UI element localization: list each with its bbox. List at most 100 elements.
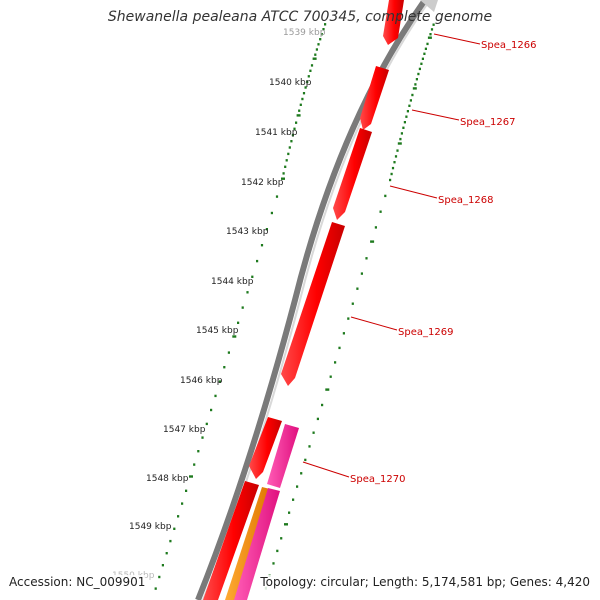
gene-feature-spea-1267 <box>360 66 389 130</box>
ruler-minor-tick <box>417 72 420 76</box>
ruler-minor-tick <box>227 351 230 354</box>
ruler-major-tick <box>284 523 288 526</box>
ruler-major-tick <box>325 388 330 391</box>
ruler-minor-tick <box>415 78 418 81</box>
ruler-minor-tick <box>316 417 319 421</box>
ruler-minor-tick <box>260 244 264 247</box>
ruler-minor-tick <box>324 23 327 26</box>
ruler-label-1540: 1540 kbp <box>269 78 312 88</box>
ruler-minor-tick <box>285 159 288 162</box>
ruler-minor-tick <box>290 140 293 143</box>
ruler-minor-tick <box>306 80 309 84</box>
ruler-major-tick <box>189 475 193 478</box>
gene-feature-red-inner-1 <box>249 417 282 479</box>
gene-labels: Spea_1266 Spea_1267 Spea_1268 Spea_1269 … <box>302 33 536 485</box>
ruler-minor-tick <box>304 458 307 462</box>
ruler-minor-tick <box>185 489 188 492</box>
ruler-minor-tick <box>426 42 429 46</box>
backbone-cap <box>420 0 438 12</box>
ruler-label-1544: 1544 kbp <box>211 277 254 287</box>
ruler-minor-tick <box>300 472 303 475</box>
ruler-major-tick <box>232 335 237 338</box>
leader-line-spea-1270 <box>302 461 350 478</box>
ruler-minor-tick <box>307 75 310 78</box>
ruler-minor-tick <box>321 403 324 407</box>
ruler-label-1548: 1548 kbp <box>146 474 189 484</box>
gene-label-spea-1269[interactable]: Spea_1269 <box>398 327 453 338</box>
outer-ruler <box>264 23 435 590</box>
ruler-minor-tick <box>374 226 377 229</box>
gene-feature-spea-1270 <box>267 424 299 488</box>
ruler-minor-tick <box>418 67 421 71</box>
ruler-minor-tick <box>165 552 168 555</box>
ruler-minor-tick <box>379 210 382 213</box>
ruler-minor-tick <box>309 69 312 72</box>
ruler-minor-tick <box>414 83 417 86</box>
leader-line-spea-1267 <box>411 109 460 121</box>
ruler-minor-tick <box>402 126 405 129</box>
ruler-minor-tick <box>319 38 322 41</box>
ruler-major-tick <box>281 177 285 180</box>
ruler-label-1542: 1542 kbp <box>241 178 284 188</box>
ruler-minor-tick <box>301 97 304 101</box>
gene-feature-red-inner-2 <box>203 481 259 600</box>
ruler-major-tick <box>397 142 402 145</box>
ruler-minor-tick <box>312 431 315 434</box>
ruler-minor-tick <box>292 498 295 501</box>
ruler-minor-tick <box>315 48 318 51</box>
gene-feature-spea-1268 <box>333 128 372 220</box>
ruler-minor-tick <box>295 121 298 124</box>
ruler-minor-tick <box>293 127 296 130</box>
ruler-label-1543: 1543 kbp <box>226 227 269 237</box>
ruler-minor-tick <box>391 166 395 170</box>
ruler-minor-tick <box>411 93 414 97</box>
ruler-minor-tick <box>246 291 249 294</box>
ruler-minor-tick <box>256 259 259 263</box>
ruler-minor-tick <box>320 33 323 36</box>
ruler-minor-tick <box>338 346 341 350</box>
ruler-label-1539: 1539 kbp <box>283 28 326 38</box>
ruler-minor-tick <box>365 257 368 260</box>
ruler-minor-tick <box>317 43 320 46</box>
ruler-minor-tick <box>276 549 279 553</box>
ruler-minor-tick <box>308 445 311 448</box>
ruler-minor-tick <box>288 511 291 514</box>
ruler-minor-tick <box>393 161 396 164</box>
ruler-major-tick <box>296 114 301 117</box>
ruler-minor-tick <box>218 380 221 383</box>
ruler-minor-tick <box>421 57 424 60</box>
gene-label-spea-1270[interactable]: Spea_1270 <box>350 474 405 485</box>
ruler-minor-tick <box>347 317 350 320</box>
ruler-minor-tick <box>154 587 157 590</box>
ruler-minor-tick <box>334 361 337 364</box>
ruler-minor-tick <box>314 53 317 56</box>
ruler-minor-tick <box>360 272 363 275</box>
genome-summary-text: Topology: circular; Length: 5,174,581 bp… <box>260 575 590 589</box>
ruler-minor-tick <box>396 149 399 152</box>
ruler-minor-tick <box>161 564 164 567</box>
ruler-minor-tick <box>356 287 359 290</box>
gene-feature-spea-1269 <box>281 222 345 386</box>
ruler-minor-tick <box>280 537 283 540</box>
ruler-minor-tick <box>420 62 423 65</box>
ruler-minor-tick <box>288 146 291 149</box>
ruler-minor-tick <box>329 375 332 378</box>
gene-label-spea-1268[interactable]: Spea_1268 <box>438 195 493 206</box>
ruler-minor-tick <box>205 422 208 426</box>
accession-text: Accession: NC_009901 <box>9 575 146 589</box>
gene-label-spea-1266[interactable]: Spea_1266 <box>481 40 536 51</box>
ruler-minor-tick <box>241 306 244 309</box>
ruler-minor-tick <box>201 436 204 439</box>
ruler-minor-tick <box>429 33 432 36</box>
ruler-minor-tick <box>158 575 161 579</box>
gene-label-spea-1267[interactable]: Spea_1267 <box>460 117 515 128</box>
ruler-minor-tick <box>197 450 200 453</box>
ruler-minor-tick <box>181 502 184 505</box>
ruler-minor-tick <box>384 194 387 198</box>
ruler-minor-tick <box>400 132 403 135</box>
ruler-label-1546: 1546 kbp <box>180 376 223 386</box>
ruler-minor-tick <box>406 110 409 113</box>
ruler-minor-tick <box>405 115 408 118</box>
